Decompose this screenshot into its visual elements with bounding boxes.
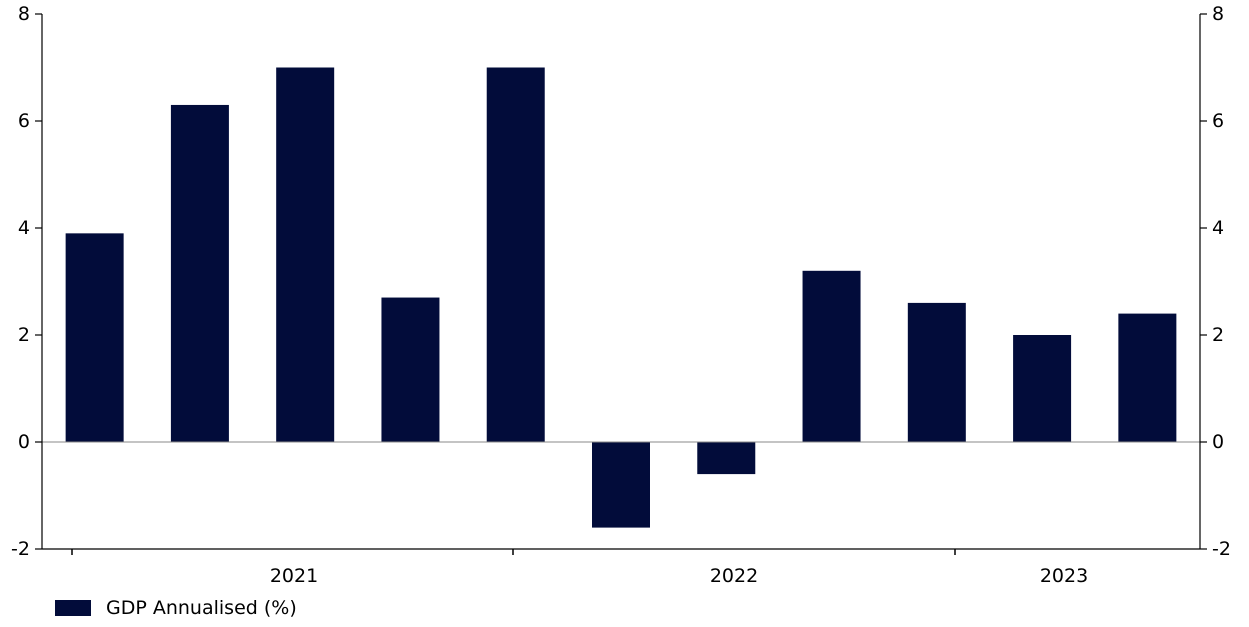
axes-layer: -2 -2 0 0 2 2 4 4 6 6 8 8 2021 2022 2023 <box>11 3 1231 587</box>
bar-10 <box>1118 313 1177 442</box>
year-label-2021: 2021 <box>270 565 318 587</box>
left-y-tick-label-0: -2 <box>11 538 30 560</box>
bar-1 <box>170 104 229 442</box>
legend-label: GDP Annualised (%) <box>106 597 297 619</box>
right-y-tick-label-1: 0 <box>1212 431 1224 453</box>
bar-6 <box>697 442 756 475</box>
left-y-tick-label-2: 2 <box>18 324 30 346</box>
bar-7 <box>802 270 861 442</box>
left-y-tick-label-3: 4 <box>18 217 30 239</box>
right-y-tick-label-0: -2 <box>1212 538 1231 560</box>
right-y-tick-label-4: 6 <box>1212 110 1224 132</box>
legend-swatch <box>55 600 91 616</box>
right-y-tick-label-5: 8 <box>1212 3 1224 25</box>
left-y-tick-label-4: 6 <box>18 110 30 132</box>
bar-5 <box>592 442 650 528</box>
bar-0 <box>65 233 124 442</box>
legend: GDP Annualised (%) <box>55 597 297 619</box>
bar-4 <box>486 67 545 442</box>
bar-9 <box>1013 335 1072 442</box>
left-y-tick-label-1: 0 <box>18 431 30 453</box>
bar-3 <box>381 297 440 442</box>
bar-8 <box>907 302 966 442</box>
right-y-tick-label-3: 4 <box>1212 217 1224 239</box>
bar-2 <box>276 67 335 442</box>
left-y-tick-label-5: 8 <box>18 3 30 25</box>
year-label-2022: 2022 <box>710 565 758 587</box>
right-y-tick-label-2: 2 <box>1212 324 1224 346</box>
bars-layer <box>65 67 1177 528</box>
year-label-2023: 2023 <box>1040 565 1088 587</box>
